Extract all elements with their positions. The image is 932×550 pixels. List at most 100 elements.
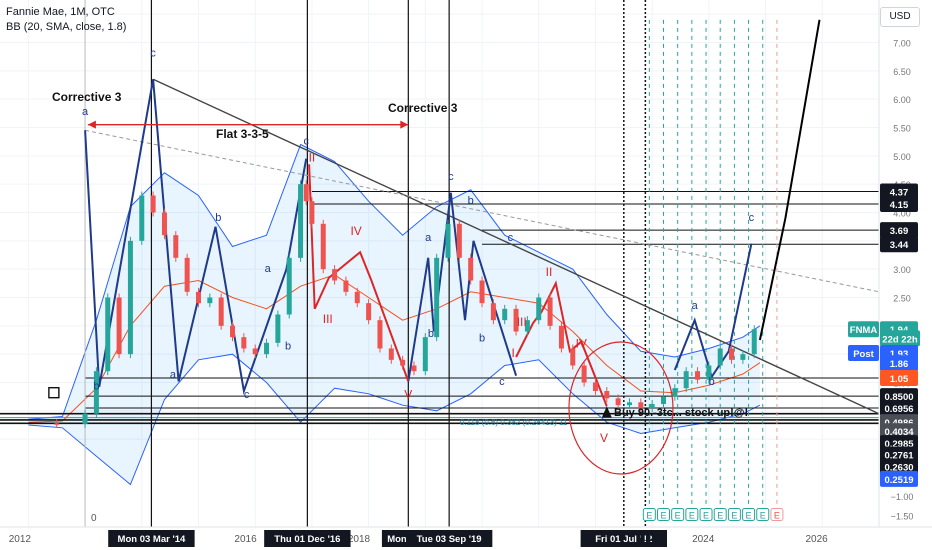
- price-tag-label: 22d 22h: [882, 334, 918, 345]
- symbol-line: Fannie Mae, 1M, OTC: [6, 6, 115, 18]
- wave-label: III: [323, 312, 333, 326]
- price-tick-label: 5.00: [893, 152, 911, 162]
- candle-body: [626, 402, 632, 406]
- candle-body: [672, 388, 678, 397]
- candle-body: [547, 297, 553, 326]
- candle-body: [581, 365, 587, 383]
- wave-label: b: [285, 341, 291, 353]
- time-marker-box: [640, 530, 651, 547]
- price-tag-box: [880, 369, 918, 386]
- wave-label: a: [265, 263, 272, 275]
- time-tick-label: 2018: [348, 534, 371, 545]
- price-tag-label: 1.05: [890, 374, 909, 385]
- event-marker-glyph: E: [774, 511, 780, 521]
- candle-body: [411, 365, 417, 372]
- wave-path: [673, 243, 753, 380]
- event-marker-glyph: E: [703, 511, 709, 521]
- candle-body: [490, 303, 496, 321]
- candle-body: [173, 235, 179, 258]
- candle-body: [649, 404, 655, 408]
- fib-time-lines: [648, 19, 778, 519]
- wave-label: c: [303, 136, 309, 148]
- price-tag-label: 3.44: [890, 240, 909, 251]
- candle-body: [422, 337, 428, 372]
- wave-label: I: [512, 346, 515, 360]
- event-marker: [642, 508, 656, 522]
- wave-label: c: [508, 232, 514, 244]
- candle-body: [445, 223, 451, 258]
- event-marker-glyph: E: [760, 511, 766, 521]
- candle-body: [105, 297, 111, 372]
- fib-note: 0.118 (0.6) 0.382 (0.28413) 11: [460, 418, 568, 427]
- candle-body: [377, 320, 383, 349]
- wave-label: b: [709, 376, 715, 388]
- wave-label: c: [749, 212, 755, 224]
- candle-body: [468, 257, 474, 281]
- candle-body: [116, 297, 122, 355]
- candle-body: [54, 423, 60, 425]
- indicator-line: BB (20, SMA, close, 1.8): [6, 21, 127, 33]
- candle-body: [717, 348, 723, 366]
- price-tag-box: [880, 458, 918, 475]
- candle-body: [524, 320, 530, 332]
- grid: [0, 0, 880, 527]
- bb-lower-line: [28, 353, 761, 486]
- highlight-circle: [568, 341, 674, 475]
- price-tag-box: [880, 355, 918, 372]
- time-tick-label: 2026: [805, 534, 828, 545]
- candle-body: [303, 184, 309, 202]
- time-marker-box: [405, 530, 493, 547]
- wave-label: b: [479, 333, 485, 345]
- candle-body: [241, 337, 247, 349]
- event-marker-glyph: E: [717, 511, 723, 521]
- event-marker-glyph: E: [689, 511, 695, 521]
- price-tags: 4.374.153.693.44FNMA1.9422d 22hPost1.931…: [848, 183, 920, 487]
- wave-label: III: [517, 315, 527, 329]
- price-tag-label: 1.93: [890, 349, 909, 360]
- price-tag-label: 0.8500: [884, 392, 913, 403]
- candle-body: [638, 402, 644, 408]
- price-tick-label: −1.50: [891, 512, 914, 522]
- candle-body: [150, 195, 156, 213]
- event-marker: [742, 508, 756, 522]
- event-marker: [727, 508, 741, 522]
- buy-note: Buy 90.-3tc... stock up!@!: [614, 407, 748, 419]
- price-tick-label: 7.00: [893, 39, 911, 49]
- price-tag-box: [880, 470, 918, 487]
- chart-annotations: Corrective 3 Corrective 3 Flat 3-3-5 Buy…: [52, 90, 748, 524]
- candle-body: [536, 297, 542, 321]
- impulse-path: [308, 164, 410, 382]
- time-marker-box: [264, 530, 351, 547]
- price-series: [54, 180, 757, 428]
- candle-body: [388, 348, 394, 360]
- candle-body: [479, 280, 485, 304]
- wave-label: a: [425, 232, 432, 244]
- candle-body: [298, 184, 304, 258]
- bollinger-bands: [28, 143, 761, 486]
- price-tag-box: [848, 321, 879, 338]
- candle-body: [332, 269, 338, 281]
- time-tick-label: 2012: [9, 534, 32, 545]
- candle-body: [400, 359, 406, 366]
- candle-body: [570, 348, 576, 366]
- candle-body: [513, 308, 519, 332]
- wave-label: II: [546, 265, 553, 279]
- price-tag-box: [880, 236, 918, 253]
- price-tag-label: FNMA: [850, 325, 878, 336]
- candle-body: [558, 325, 564, 349]
- flat-arrow-head-left: [87, 120, 96, 129]
- event-marker-glyph: E: [746, 511, 752, 521]
- wave-path: [407, 192, 518, 382]
- price-tick-label: 4.00: [893, 209, 911, 219]
- candle-body: [309, 201, 315, 224]
- wave-label: IV: [576, 336, 587, 350]
- price-tag-label: 0.2519: [884, 475, 913, 486]
- price-tick-label: −1.00: [891, 492, 914, 502]
- candle-body: [434, 257, 440, 338]
- currency-selector[interactable]: USD: [880, 7, 920, 27]
